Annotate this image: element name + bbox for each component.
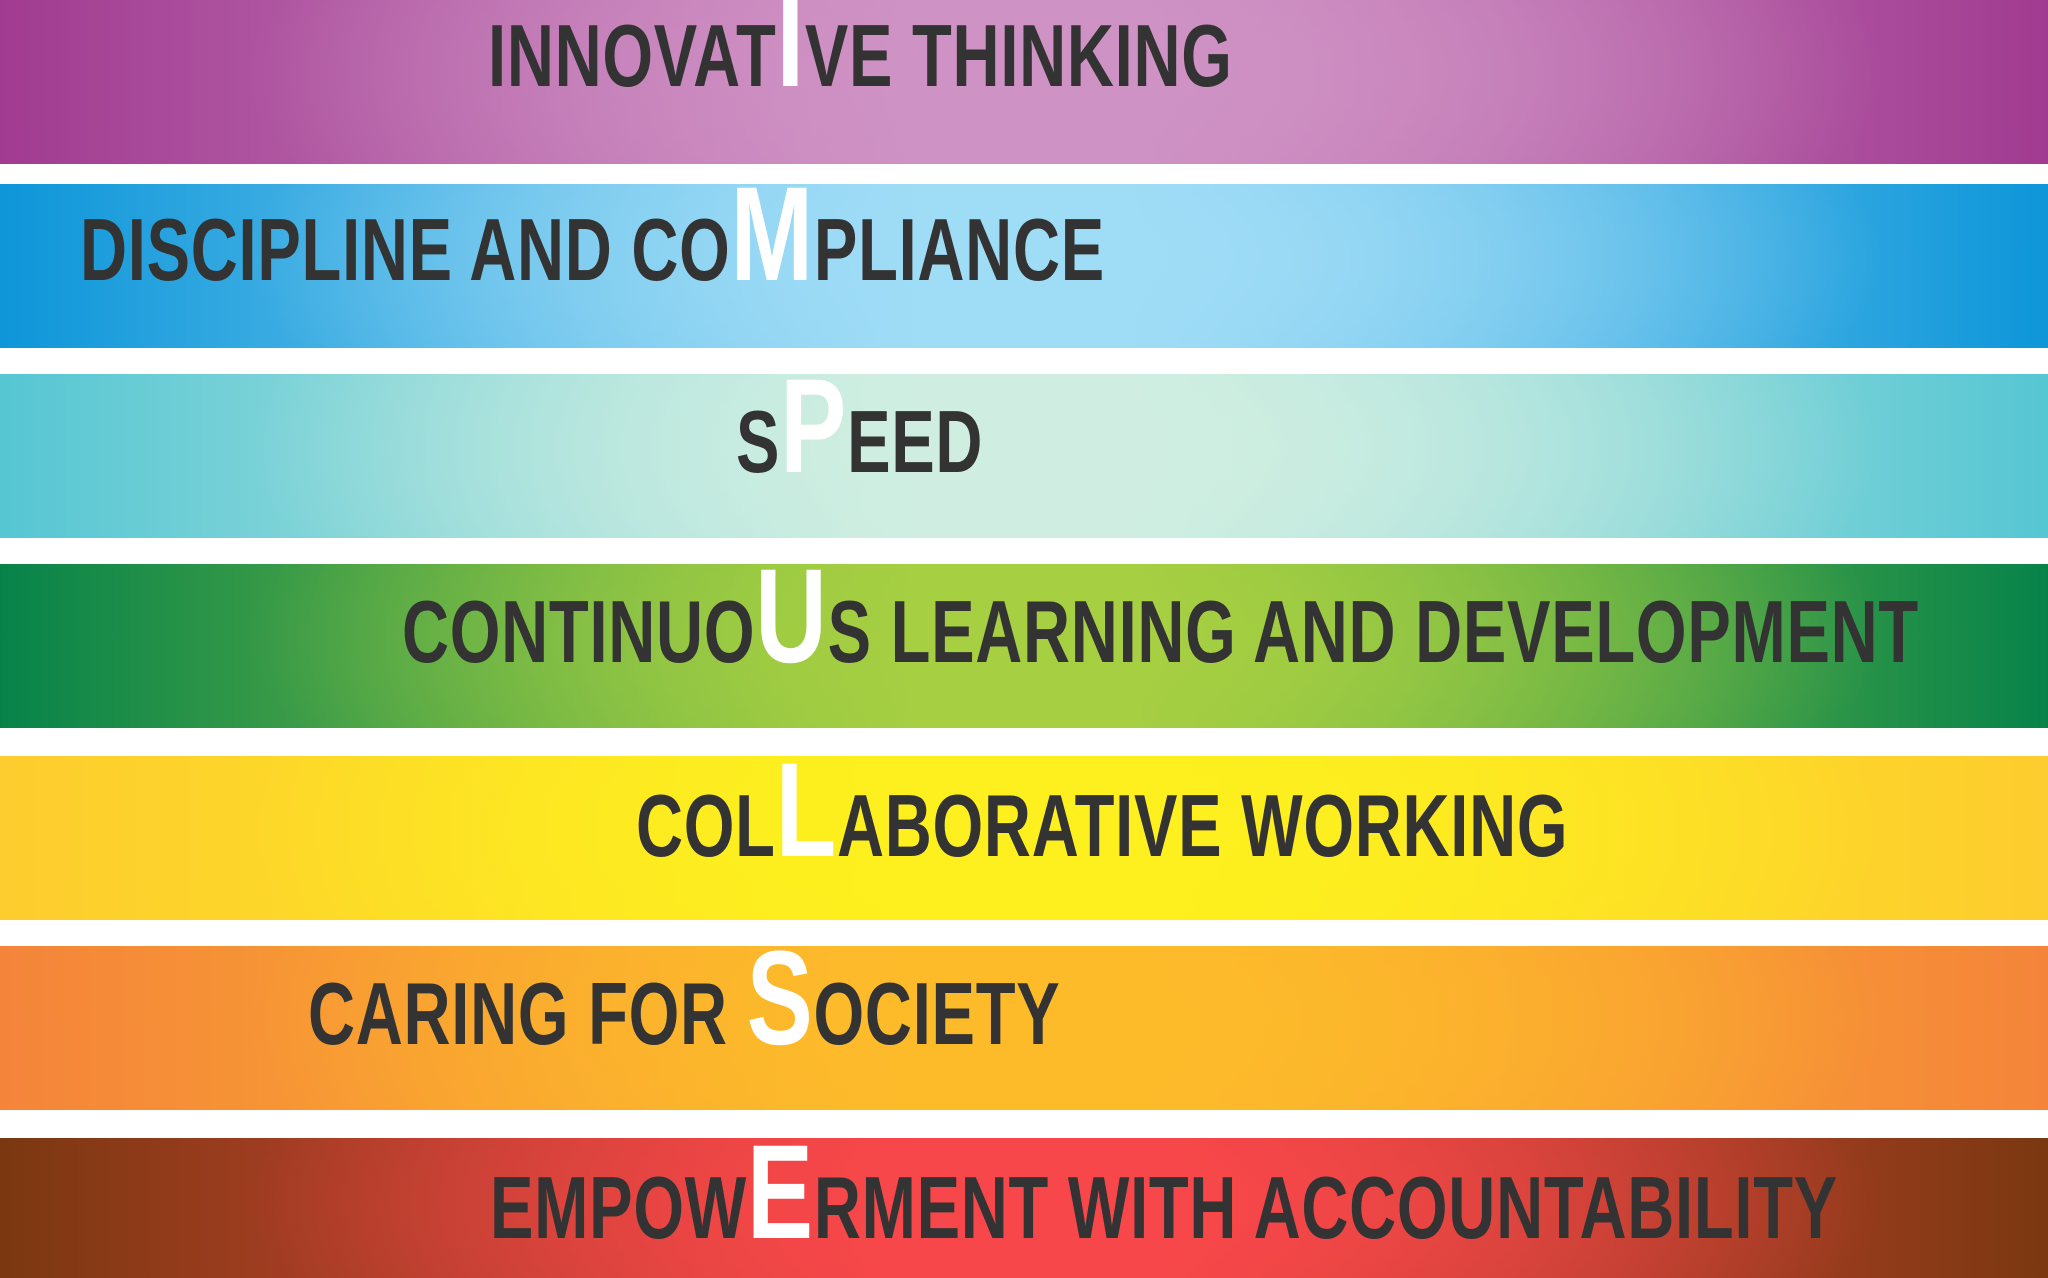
value-band-continuous-learning: CONTINUOUS LEARNING AND DEVELOPMENT — [0, 564, 2048, 728]
band-text-post: RMENT WITH ACCOUNTABILITY — [813, 1158, 1838, 1257]
value-band-innovative-thinking: INNOVATIVE THINKING — [0, 0, 2048, 164]
band-text-post: EED — [847, 392, 984, 491]
value-band-caring-for-society: CARING FOR SOCIETY — [0, 946, 2048, 1110]
band-text-pre: COL — [636, 776, 776, 875]
highlight-letter-m: M — [730, 184, 814, 309]
value-band-speed: SPEED — [0, 374, 2048, 538]
band-text-pre: EMPOW — [490, 1158, 747, 1257]
highlight-letter-s: S — [746, 946, 814, 1073]
band-text: CARING FOR SOCIETY — [308, 946, 1060, 1066]
band-text: INNOVATIVE THINKING — [488, 0, 1233, 108]
band-text-post: ABORATIVE WORKING — [837, 776, 1569, 875]
highlight-letter-i: I — [776, 0, 805, 115]
value-band-discipline-compliance: DISCIPLINE AND COMPLIANCE — [0, 184, 2048, 348]
band-text-post: S LEARNING AND DEVELOPMENT — [827, 582, 1919, 681]
highlight-letter-u: U — [755, 564, 828, 691]
band-text-post: VE THINKING — [804, 6, 1233, 105]
highlight-letter-l: L — [775, 756, 838, 885]
highlight-letter-p: P — [780, 374, 848, 501]
band-text-pre: S — [736, 392, 781, 491]
value-band-collaborative-working: COLLABORATIVE WORKING — [0, 756, 2048, 920]
band-text: DISCIPLINE AND COMPLIANCE — [80, 184, 1105, 302]
highlight-letter-e: E — [746, 1138, 814, 1267]
band-text-pre: CONTINUO — [402, 582, 756, 681]
band-text: COLLABORATIVE WORKING — [636, 756, 1568, 878]
band-text-pre: CARING FOR — [308, 964, 747, 1063]
band-text-pre: DISCIPLINE AND CO — [80, 200, 731, 299]
value-band-empowerment-accountability: EMPOWERMENT WITH ACCOUNTABILITY — [0, 1138, 2048, 1278]
band-text-post: OCIETY — [813, 964, 1061, 1063]
band-text: CONTINUOUS LEARNING AND DEVELOPMENT — [402, 564, 1919, 684]
band-text-pre: INNOVAT — [488, 6, 777, 105]
band-text: SPEED — [736, 374, 983, 494]
band-text-post: PLIANCE — [813, 200, 1105, 299]
band-text: EMPOWERMENT WITH ACCOUNTABILITY — [490, 1138, 1838, 1260]
